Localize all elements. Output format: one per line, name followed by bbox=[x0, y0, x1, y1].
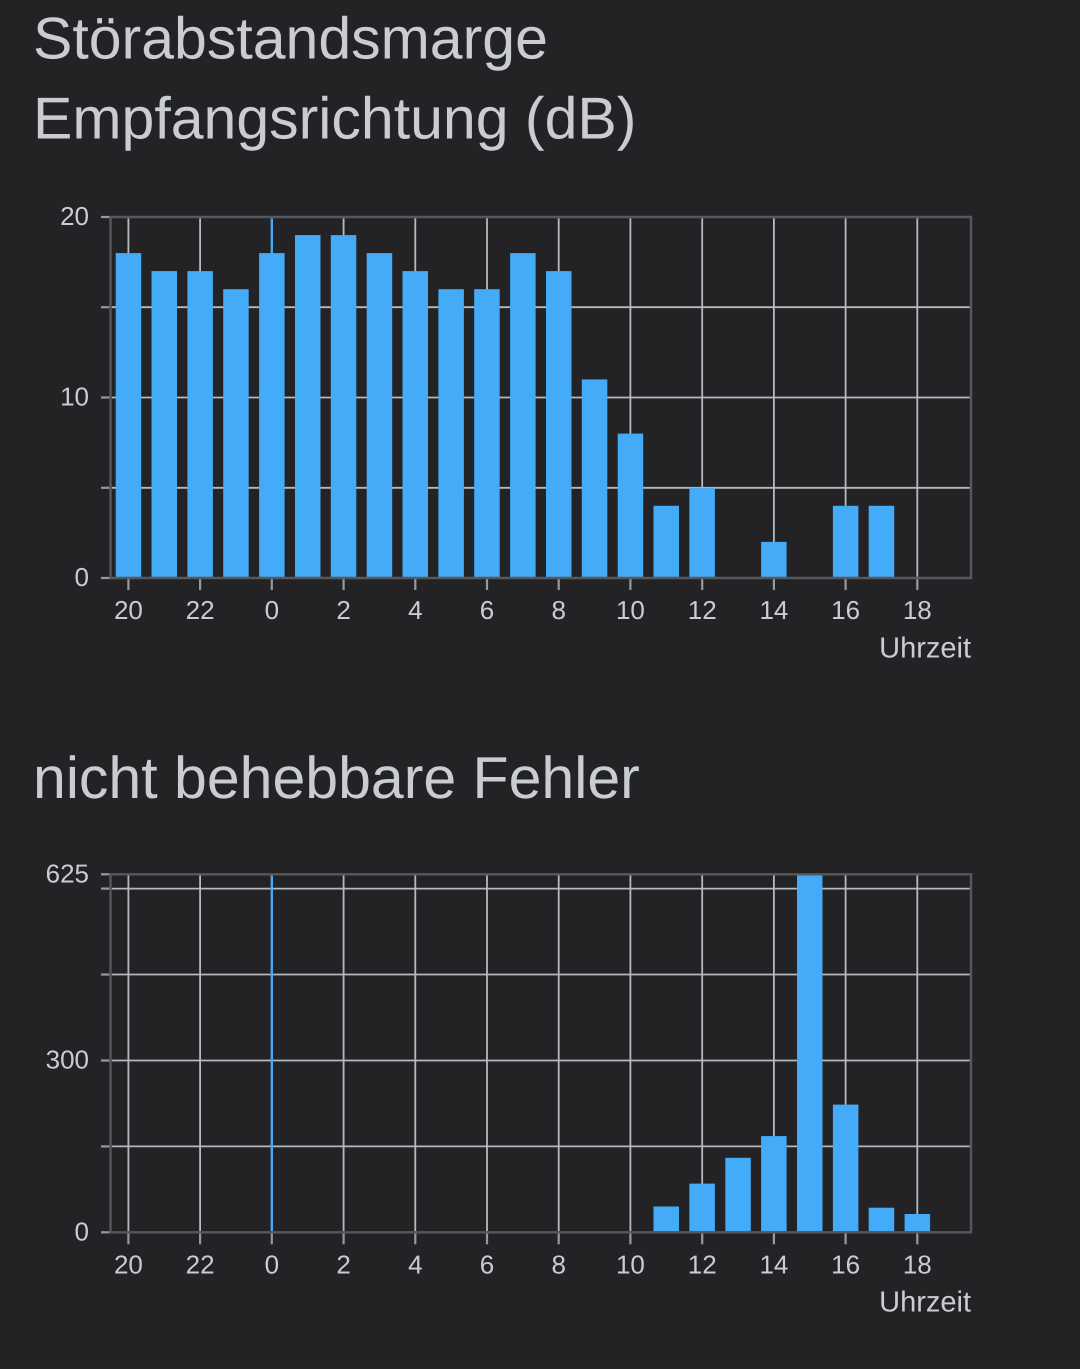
svg-text:2: 2 bbox=[336, 595, 350, 625]
svg-text:12: 12 bbox=[688, 1249, 717, 1279]
svg-text:18: 18 bbox=[903, 1249, 932, 1279]
svg-text:Uhrzeit: Uhrzeit bbox=[879, 1287, 971, 1319]
svg-text:Störabstandsmarge: Störabstandsmarge bbox=[33, 6, 548, 72]
svg-text:Empfangsrichtung (dB): Empfangsrichtung (dB) bbox=[33, 86, 636, 152]
svg-text:10: 10 bbox=[616, 595, 645, 625]
svg-text:10: 10 bbox=[616, 1249, 645, 1279]
svg-text:20: 20 bbox=[114, 595, 143, 625]
svg-text:0: 0 bbox=[75, 1217, 89, 1247]
svg-text:20: 20 bbox=[60, 201, 89, 231]
svg-text:0: 0 bbox=[265, 1249, 279, 1279]
svg-text:625: 625 bbox=[46, 859, 89, 889]
svg-text:20: 20 bbox=[114, 1249, 143, 1279]
svg-text:4: 4 bbox=[408, 595, 422, 625]
svg-text:0: 0 bbox=[75, 562, 89, 592]
svg-text:16: 16 bbox=[831, 595, 860, 625]
svg-text:nicht behebbare Fehler: nicht behebbare Fehler bbox=[33, 745, 640, 811]
svg-text:Uhrzeit: Uhrzeit bbox=[879, 632, 971, 664]
svg-text:22: 22 bbox=[186, 595, 215, 625]
svg-text:10: 10 bbox=[60, 382, 89, 412]
svg-text:0: 0 bbox=[265, 595, 279, 625]
svg-text:22: 22 bbox=[186, 1249, 215, 1279]
svg-text:18: 18 bbox=[903, 595, 932, 625]
svg-text:8: 8 bbox=[551, 595, 565, 625]
svg-text:14: 14 bbox=[759, 595, 788, 625]
svg-text:8: 8 bbox=[551, 1249, 565, 1279]
svg-text:14: 14 bbox=[759, 1249, 788, 1279]
svg-text:300: 300 bbox=[46, 1045, 89, 1075]
svg-text:6: 6 bbox=[480, 595, 494, 625]
svg-text:2: 2 bbox=[336, 1249, 350, 1279]
svg-text:6: 6 bbox=[480, 1249, 494, 1279]
svg-text:16: 16 bbox=[831, 1249, 860, 1279]
svg-text:4: 4 bbox=[408, 1249, 422, 1279]
svg-text:12: 12 bbox=[688, 595, 717, 625]
